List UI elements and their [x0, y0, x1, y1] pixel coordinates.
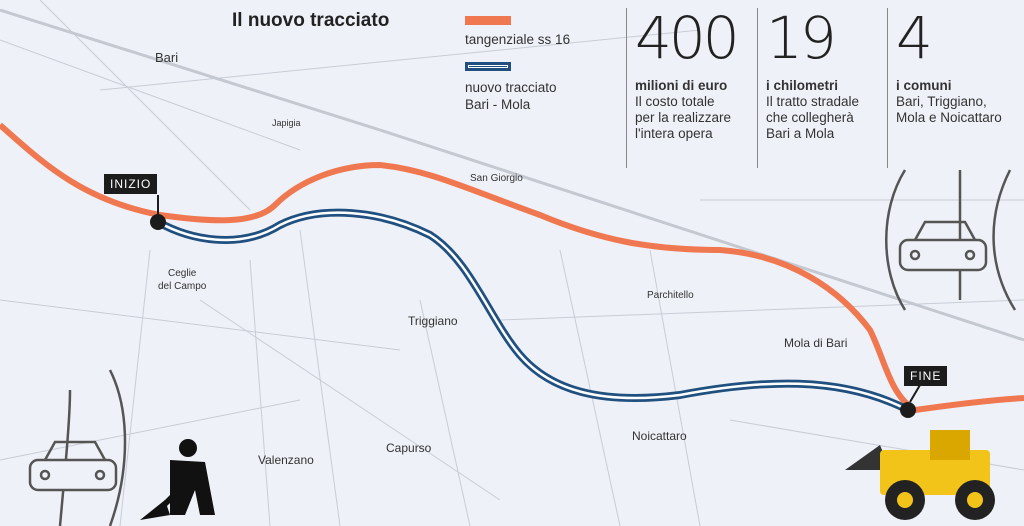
place-mola-di-bari: Mola di Bari — [784, 336, 848, 350]
stat-km: 19 i chilometri Il tratto stradale che coll… — [757, 8, 859, 168]
legend-new-route: nuovo tracciato Bari - Mola — [465, 79, 557, 113]
stat-line: l'intera opera — [635, 126, 713, 141]
tangenziale-ss16-route — [0, 122, 1024, 414]
stat-line: Bari, Triggiano, — [896, 94, 987, 109]
legend-swatch-new-route — [465, 62, 511, 71]
stat-line: Mola e Noicattaro — [896, 110, 1002, 125]
place-parchitello: Parchitello — [647, 290, 694, 301]
stat-line: Il tratto stradale — [766, 94, 860, 109]
place-valenzano: Valenzano — [258, 453, 314, 467]
stat-heading: milioni di euro — [635, 78, 728, 93]
legend-swatch-tangenziale — [465, 16, 511, 25]
car-icon — [885, 169, 1017, 311]
place-capurso: Capurso — [386, 441, 432, 455]
place-japigia: Japigia — [272, 118, 301, 128]
stat-heading: i chilometri — [766, 78, 839, 93]
place-bari: Bari — [155, 50, 179, 65]
stat-line: per la realizzare — [635, 110, 732, 125]
stat-line: Bari a Mola — [766, 126, 835, 141]
legend-line: nuovo tracciato — [465, 80, 557, 95]
legend-tangenziale: tangenziale ss 16 — [465, 32, 571, 47]
stat-value: 19 — [766, 4, 837, 72]
worker-digging-icon — [140, 439, 215, 520]
railway — [0, 8, 1024, 342]
place-noicattaro: Noicattaro — [632, 429, 687, 443]
end-marker-label: FINE — [904, 366, 948, 386]
stat-cost: 400 milioni di euro Il costo totale per la … — [626, 4, 740, 168]
legend-line: Bari - Mola — [465, 97, 531, 112]
bulldozer-icon — [845, 430, 995, 520]
place-triggiano: Triggiano — [408, 314, 458, 328]
start-marker-label: INIZIO — [104, 174, 158, 194]
place-san-giorgio: San Giorgio — [470, 173, 523, 184]
car-icon — [28, 369, 127, 526]
end-point — [900, 402, 916, 418]
start-point — [150, 214, 166, 230]
place-ceglie: del Campo — [158, 281, 207, 292]
stat-line: che collegherà — [766, 110, 854, 125]
stat-value: 400 — [635, 4, 740, 72]
stat-heading: i comuni — [896, 78, 952, 93]
place-ceglie: Ceglie — [168, 268, 197, 279]
stat-value: 4 — [896, 4, 933, 72]
new-route-bari-mola — [156, 208, 910, 414]
stat-line: Il costo totale — [635, 94, 715, 109]
map-title: Il nuovo tracciato — [232, 10, 390, 31]
